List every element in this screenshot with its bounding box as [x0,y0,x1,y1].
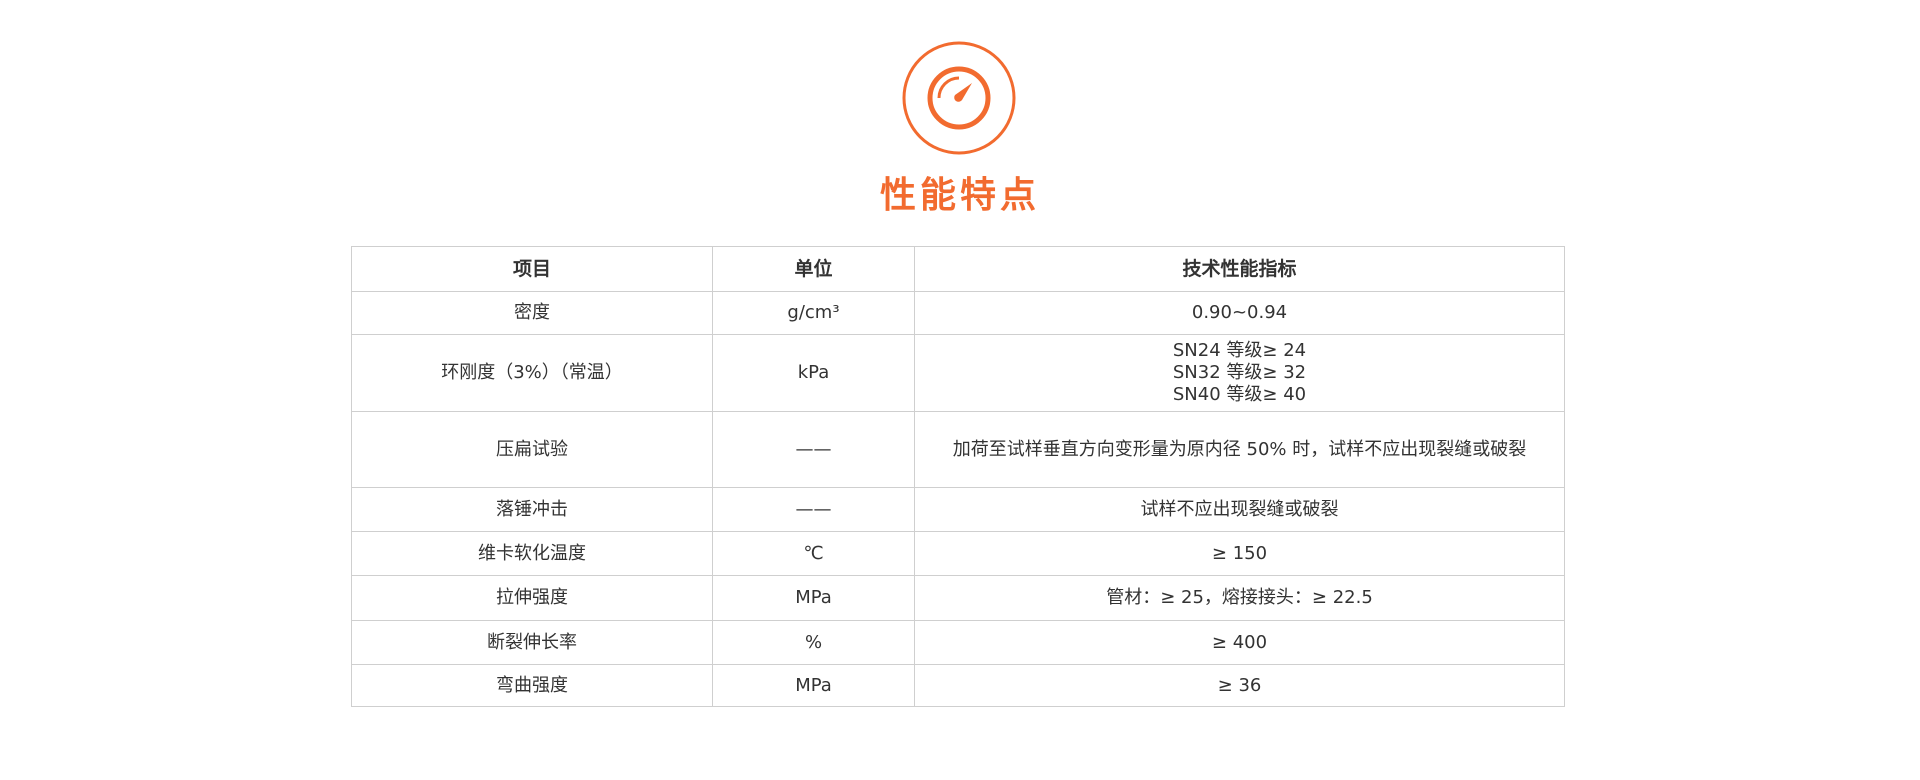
cell-item: 拉伸强度 [351,575,713,621]
spec-line: ≥ 150 [1211,542,1268,564]
cell-spec: ≥ 400 [914,620,1565,665]
spec-line: ≥ 36 [1217,674,1262,696]
performance-table: 项目 单位 技术性能指标 密度 g/cm³ 0.90~0.94 环刚度（3%）（常温）… [351,246,1565,707]
table-row: 拉伸强度 MPa 管材：≥ 25，熔接接头：≥ 22.5 [351,575,1565,621]
spec-line: 加荷至试样垂直方向变形量为原内径 50% 时，试样不应出现裂缝或破裂 [952,438,1527,460]
spec-line: 0.90~0.94 [1191,302,1288,323]
cell-unit: g/cm³ [712,291,915,335]
cell-item: 维卡软化温度 [351,531,713,576]
cell-unit: —— [712,411,915,488]
table-row: 维卡软化温度 ℃ ≥ 150 [351,531,1565,576]
cell-unit: MPa [712,575,915,621]
cell-spec: 0.90~0.94 [914,291,1565,335]
speedometer-icon [902,41,1016,155]
table-row: 密度 g/cm³ 0.90~0.94 [351,291,1565,335]
spec-line: ≥ 400 [1211,631,1268,653]
table-row: 落锤冲击 —— 试样不应出现裂缝或破裂 [351,487,1565,532]
cell-item: 断裂伸长率 [351,620,713,665]
cell-unit: —— [712,487,915,532]
cell-item: 弯曲强度 [351,664,713,707]
column-header-unit: 单位 [712,246,915,292]
table-row: 环刚度（3%）（常温） kPa SN24 等级≥ 24 SN32 等级≥ 32 SN40… [351,334,1565,412]
cell-item: 环刚度（3%）（常温） [351,334,713,412]
spec-line: 管材：≥ 25，熔接接头：≥ 22.5 [1106,587,1373,608]
spec-line: SN40 等级≥ 40 [1172,384,1307,405]
cell-item: 压扁试验 [351,411,713,488]
cell-unit: MPa [712,664,915,707]
table-row: 弯曲强度 MPa ≥ 36 [351,664,1565,707]
cell-spec: ≥ 150 [914,531,1565,576]
spec-line: SN32 等级≥ 32 [1172,362,1307,383]
cell-item: 密度 [351,291,713,335]
cell-unit: % [712,620,915,665]
cell-unit: ℃ [712,531,915,576]
cell-spec: 管材：≥ 25，熔接接头：≥ 22.5 [914,575,1565,621]
table-header-row: 项目 单位 技术性能指标 [351,246,1565,292]
section-title: 性能特点 [879,175,1040,216]
spec-line: 试样不应出现裂缝或破裂 [1140,498,1339,520]
cell-unit: kPa [712,334,915,412]
cell-spec: 试样不应出现裂缝或破裂 [914,487,1565,532]
column-header-spec: 技术性能指标 [914,246,1565,292]
cell-spec: ≥ 36 [914,664,1565,707]
cell-spec: 加荷至试样垂直方向变形量为原内径 50% 时，试样不应出现裂缝或破裂 [914,411,1565,488]
cell-item: 落锤冲击 [351,487,713,532]
cell-spec: SN24 等级≥ 24 SN32 等级≥ 32 SN40 等级≥ 40 [914,334,1565,412]
table-row: 压扁试验 —— 加荷至试样垂直方向变形量为原内径 50% 时，试样不应出现裂缝或破裂 [351,411,1565,488]
column-header-item: 项目 [351,246,713,292]
spec-line: SN24 等级≥ 24 [1172,340,1307,361]
table-row: 断裂伸长率% ≥ 400 [351,620,1565,665]
